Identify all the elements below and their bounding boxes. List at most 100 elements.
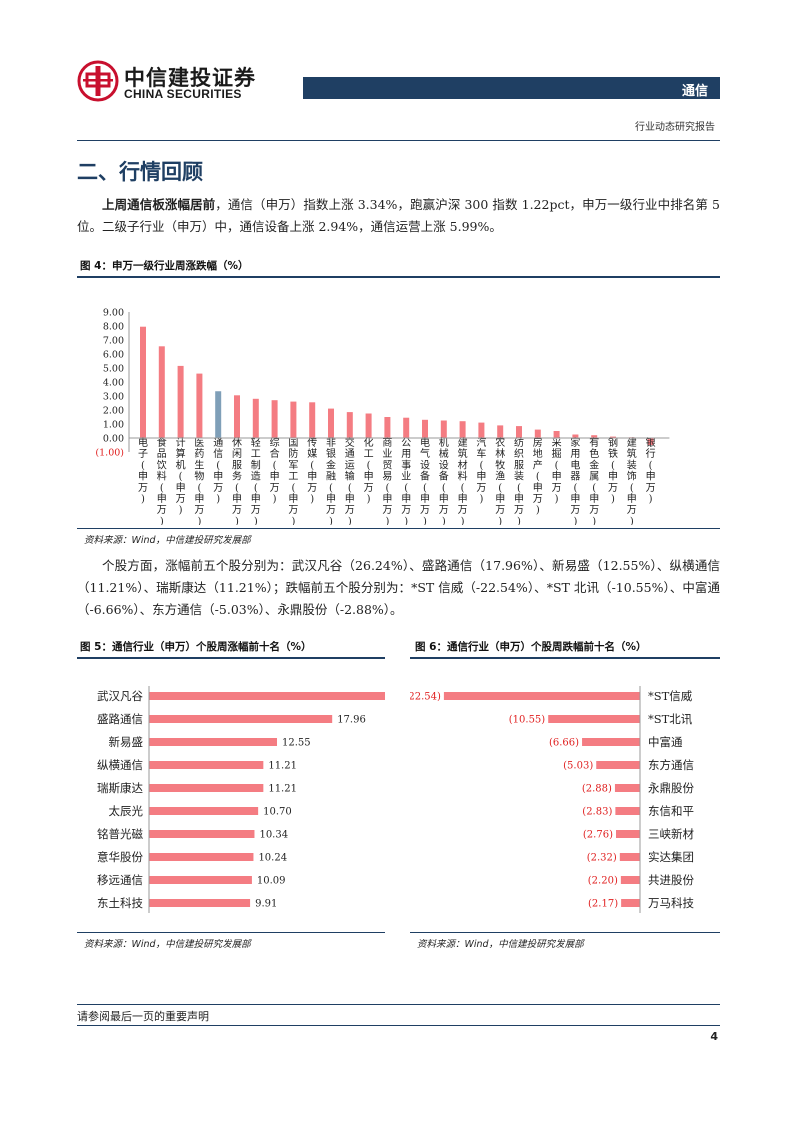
bar <box>614 784 640 792</box>
y-tick-label: 3.00 <box>103 392 124 403</box>
bar <box>149 738 278 746</box>
bar <box>149 876 252 884</box>
x-tick-label: 交通运输(申万) <box>345 436 355 525</box>
section-title: 二、行情回顾 <box>77 160 203 184</box>
category-label: 三峡新材 <box>648 827 694 841</box>
x-tick-label: 国防军工(申万) <box>288 437 298 525</box>
paragraph-lead: 上周通信板涨幅居前 <box>102 197 216 212</box>
sector-label: 通信 <box>681 84 708 99</box>
y-tick-label: 5.00 <box>103 364 124 375</box>
category-label: 移远通信 <box>97 873 143 887</box>
data-label: 10.70 <box>263 807 292 818</box>
sector-banner: 通信 <box>303 77 720 99</box>
bar <box>620 876 640 884</box>
x-tick-label: 电子(申万) <box>138 436 148 505</box>
data-label: 17.96 <box>337 715 366 726</box>
header-divider <box>77 140 720 141</box>
category-label: 意华股份 <box>97 850 143 864</box>
bar <box>548 715 640 723</box>
bar <box>422 419 428 438</box>
bar <box>478 422 485 438</box>
data-label: (2.76) <box>583 830 613 841</box>
x-tick-label: 商业贸易(申万) <box>382 436 392 525</box>
bar <box>328 408 334 438</box>
report-type: 行业动态研究报告 <box>635 122 715 133</box>
y-tick-label: 7.00 <box>103 336 124 347</box>
bar <box>443 692 640 700</box>
brand-name-cn: 中信建投证券 <box>124 66 256 90</box>
bar <box>346 412 353 438</box>
bar <box>582 738 640 746</box>
category-label: 万马科技 <box>648 896 694 910</box>
bar <box>615 807 640 815</box>
category-label: 新易盛 <box>109 735 144 749</box>
bar <box>149 715 333 723</box>
category-label: 共进股份 <box>648 873 694 887</box>
figure5-bottom-rule <box>77 932 385 933</box>
data-label: (2.20) <box>588 876 618 887</box>
x-tick-label: 汽车(申万) <box>476 436 486 505</box>
category-label: *ST信威 <box>648 689 693 703</box>
top-gainers-chart: 武汉凡谷26.24盛路通信17.96新易盛12.55纵横通信11.21瑞斯康达1… <box>97 686 385 913</box>
y-tick-label: 1.00 <box>103 420 124 431</box>
bar <box>596 761 640 769</box>
x-tick-label: 传媒(申万) <box>307 437 317 505</box>
figure6-bottom-rule <box>410 932 720 933</box>
x-tick-label: 机械设备(申万) <box>439 436 449 525</box>
y-tick-label: 0.00 <box>103 434 124 445</box>
x-tick-label: 化工(申万) <box>364 436 374 505</box>
data-label: 10.09 <box>257 876 286 887</box>
figure5-title: 图 5：通信行业（申万）个股周涨幅前十名（%） <box>80 641 312 653</box>
bar <box>149 807 259 815</box>
figure5-source: 资料来源：Wind，中信建投研究发展部 <box>84 939 251 950</box>
data-label: 9.91 <box>255 899 277 910</box>
x-tick-label: 采掘(申万) <box>552 437 562 505</box>
category-label: 永鼎股份 <box>648 781 694 795</box>
x-tick-label: 家用电器(申万) <box>570 436 580 525</box>
y-tick-label: (1.00) <box>95 448 124 459</box>
bar <box>516 426 522 438</box>
category-label: 铭普光磁 <box>97 827 143 841</box>
bar <box>534 429 541 438</box>
figure5-top-rule <box>77 657 385 659</box>
x-tick-label: 食品饮料(申万) <box>157 436 167 525</box>
data-label: 10.24 <box>258 853 287 864</box>
bar <box>196 373 203 438</box>
x-tick-label: 公用事业(申万) <box>401 438 411 525</box>
y-tick-label: 4.00 <box>103 378 124 389</box>
y-tick-label: 9.00 <box>103 308 124 319</box>
category-label: 实达集团 <box>648 850 694 864</box>
industry-weekly-change-chart: 9.00 8.00 7.00 6.00 5.00 4.00 3.00 2.00 1.00 0.00… <box>95 308 670 525</box>
bar <box>365 413 372 438</box>
data-label: (2.88) <box>582 784 612 795</box>
x-tick-label: 建筑装饰(申万) <box>627 436 637 525</box>
market-review-paragraph: 上周通信板涨幅居前，通信（申万）指数上涨 3.34%，跑赢沪深 300 指数 1… <box>77 194 720 238</box>
bar <box>497 425 504 438</box>
bar <box>149 830 255 838</box>
y-tick-label: 8.00 <box>103 322 124 333</box>
brand-name-en: CHINA SECURITIES <box>124 87 242 101</box>
bar <box>290 401 297 438</box>
page-number: 4 <box>710 1030 718 1043</box>
figure4-bottom-rule <box>77 528 720 529</box>
data-label: (6.66) <box>549 738 579 749</box>
data-label: (22.54) <box>410 692 441 703</box>
bar <box>149 899 251 907</box>
bar <box>140 326 146 438</box>
data-label: (2.32) <box>587 853 617 864</box>
x-tick-label: 房地产(申万) <box>533 436 543 516</box>
bar <box>610 436 616 438</box>
data-label: (10.55) <box>509 715 546 726</box>
bar <box>591 435 598 438</box>
data-label: (2.83) <box>582 807 612 818</box>
category-label: 东信和平 <box>648 804 694 818</box>
bar <box>572 434 579 438</box>
bar <box>234 395 240 438</box>
data-label: 11.21 <box>268 761 297 772</box>
x-tick-label: 纺织服装(申万) <box>514 436 524 525</box>
figure6-title: 图 6：通信行业（申万）个股周跌幅前十名（%） <box>415 641 647 653</box>
data-label: (2.17) <box>588 899 618 910</box>
data-label: (5.03) <box>563 761 593 772</box>
data-label: 11.21 <box>268 784 297 795</box>
china-securities-logo-icon <box>77 60 119 102</box>
